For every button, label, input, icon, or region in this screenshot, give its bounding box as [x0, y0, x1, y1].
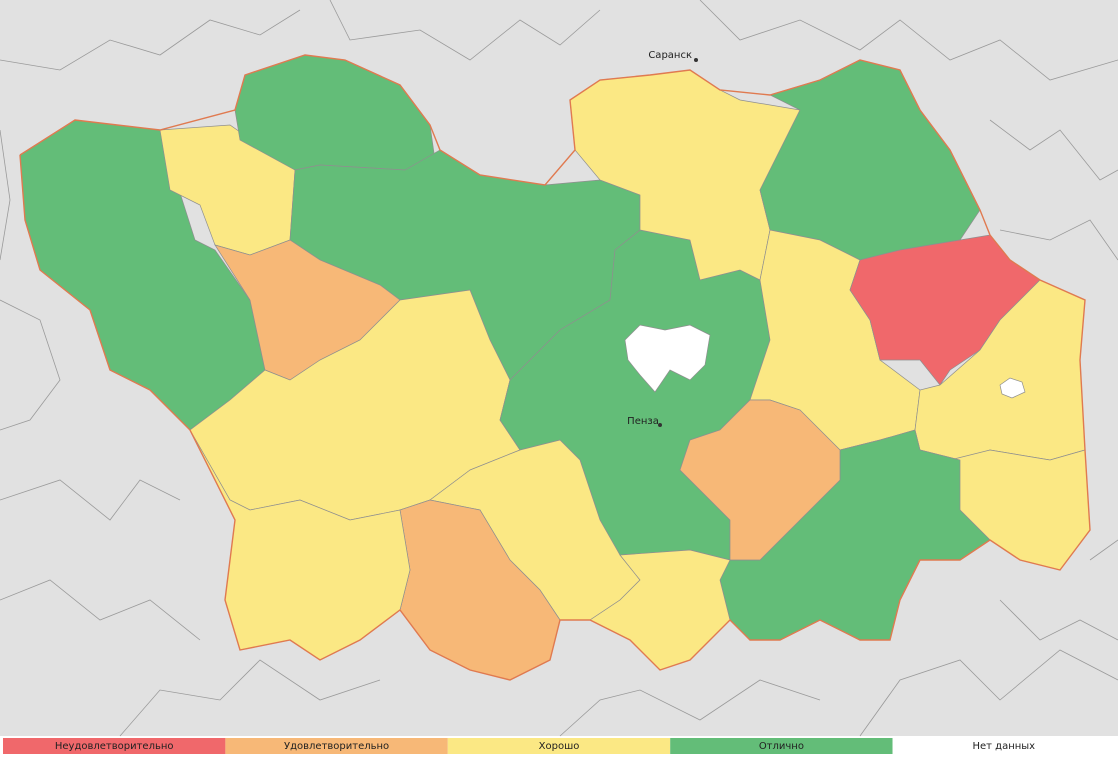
- neighbor-boundaries: [0, 0, 1118, 737]
- legend-label: Неудовлетворительно: [55, 741, 174, 752]
- legend-label: Нет данных: [972, 741, 1035, 752]
- districts: [19, 54, 1091, 681]
- legend-label: Хорошо: [539, 741, 580, 752]
- city-label: Пенза: [627, 416, 659, 427]
- city-dot: [694, 58, 698, 62]
- legend-swatch: [447, 738, 671, 754]
- legend-swatch: [225, 738, 448, 754]
- city-markers: Саранск Пенза: [627, 50, 698, 427]
- legend-label: Удовлетворительно: [284, 741, 389, 752]
- legend-swatch: [3, 738, 226, 754]
- legend-swatch: [892, 738, 1115, 754]
- city-label: Саранск: [648, 50, 692, 61]
- legend-swatch: [670, 738, 893, 754]
- city-dot: [658, 423, 662, 427]
- legend: Неудовлетворительно Удовлетворительно Хоро…: [3, 738, 1115, 754]
- legend-label: Отлично: [759, 741, 804, 752]
